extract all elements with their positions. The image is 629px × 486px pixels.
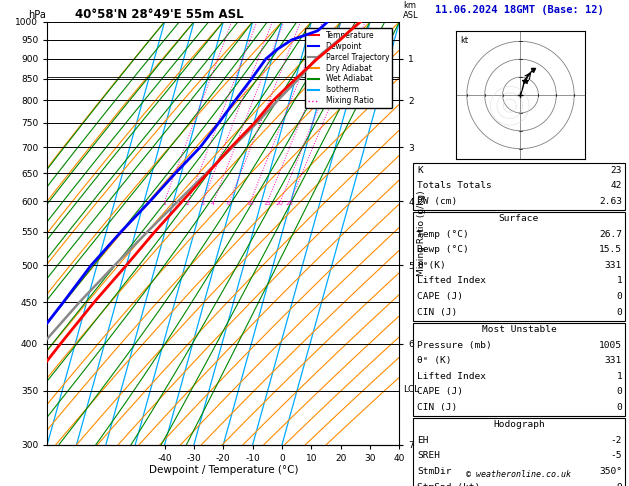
Text: 0: 0 (616, 387, 622, 396)
Text: 11.06.2024 18GMT (Base: 12): 11.06.2024 18GMT (Base: 12) (435, 5, 603, 15)
Text: EH: EH (417, 436, 428, 445)
Text: 10: 10 (246, 201, 253, 206)
Text: 331: 331 (605, 261, 622, 270)
Text: StmDir: StmDir (417, 467, 452, 476)
Text: θᵉ(K): θᵉ(K) (417, 261, 446, 270)
Text: 15: 15 (263, 201, 271, 206)
Text: 42: 42 (611, 181, 622, 190)
Text: 20: 20 (276, 201, 284, 206)
Text: 15.5: 15.5 (599, 245, 622, 254)
X-axis label: Dewpoint / Temperature (°C): Dewpoint / Temperature (°C) (148, 466, 298, 475)
Text: CIN (J): CIN (J) (417, 403, 457, 412)
Text: 2.63: 2.63 (599, 197, 622, 206)
Text: 26.7: 26.7 (599, 230, 622, 239)
Text: kt: kt (460, 36, 468, 45)
Text: 0: 0 (616, 292, 622, 301)
Text: Most Unstable: Most Unstable (482, 325, 556, 334)
Text: 1: 1 (162, 201, 166, 206)
Text: θᵉ (K): θᵉ (K) (417, 356, 452, 365)
Text: PW (cm): PW (cm) (417, 197, 457, 206)
Text: 4: 4 (211, 201, 215, 206)
Text: 1005: 1005 (599, 341, 622, 349)
Text: 0: 0 (616, 403, 622, 412)
Text: 40°58'N 28°49'E 55m ASL: 40°58'N 28°49'E 55m ASL (75, 8, 244, 21)
Text: K: K (417, 166, 423, 174)
Text: SREH: SREH (417, 451, 440, 460)
Text: 350°: 350° (599, 467, 622, 476)
Text: LCL: LCL (403, 385, 419, 394)
Text: 1: 1 (616, 277, 622, 285)
Text: Pressure (mb): Pressure (mb) (417, 341, 492, 349)
Text: hPa: hPa (28, 10, 46, 20)
Text: Lifted Index: Lifted Index (417, 277, 486, 285)
Text: StmSpd (kt): StmSpd (kt) (417, 483, 481, 486)
Text: km
ASL: km ASL (403, 1, 418, 20)
Text: Totals Totals: Totals Totals (417, 181, 492, 190)
Y-axis label: Mixing Ratio (g/kg): Mixing Ratio (g/kg) (417, 191, 426, 276)
Text: CIN (J): CIN (J) (417, 308, 457, 316)
Text: Surface: Surface (499, 214, 539, 223)
Text: 331: 331 (605, 356, 622, 365)
Text: 1: 1 (616, 372, 622, 381)
Text: Dewp (°C): Dewp (°C) (417, 245, 469, 254)
Legend: Temperature, Dewpoint, Parcel Trajectory, Dry Adiabat, Wet Adiabat, Isotherm, Mi: Temperature, Dewpoint, Parcel Trajectory… (305, 28, 392, 108)
Text: CAPE (J): CAPE (J) (417, 292, 463, 301)
Text: CAPE (J): CAPE (J) (417, 387, 463, 396)
Text: 0: 0 (616, 308, 622, 316)
Text: Hodograph: Hodograph (493, 420, 545, 429)
Text: 2: 2 (186, 201, 189, 206)
Text: © weatheronline.co.uk: © weatheronline.co.uk (467, 469, 571, 479)
Text: Temp (°C): Temp (°C) (417, 230, 469, 239)
Text: 25: 25 (286, 201, 294, 206)
Text: -5: -5 (611, 451, 622, 460)
Text: 23: 23 (611, 166, 622, 174)
Text: -2: -2 (611, 436, 622, 445)
Text: Lifted Index: Lifted Index (417, 372, 486, 381)
Text: 6: 6 (227, 201, 231, 206)
Text: 9: 9 (616, 483, 622, 486)
Text: 3: 3 (200, 201, 204, 206)
